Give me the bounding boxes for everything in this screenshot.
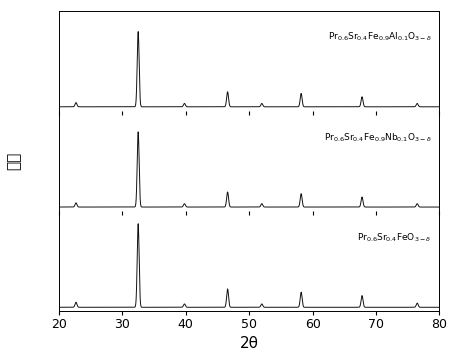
Text: Pr$_{0.6}$Sr$_{0.4}$Fe$_{0.9}$Nb$_{0.1}$O$_{3-\delta}$: Pr$_{0.6}$Sr$_{0.4}$Fe$_{0.9}$Nb$_{0.1}$…	[324, 131, 432, 144]
Text: 强度: 强度	[6, 152, 21, 170]
Text: Pr$_{0.6}$Sr$_{0.4}$FeO$_{3-\delta}$: Pr$_{0.6}$Sr$_{0.4}$FeO$_{3-\delta}$	[357, 231, 432, 244]
X-axis label: 2θ: 2θ	[240, 335, 259, 350]
Text: Pr$_{0.6}$Sr$_{0.4}$Fe$_{0.9}$Al$_{0.1}$O$_{3-\delta}$: Pr$_{0.6}$Sr$_{0.4}$Fe$_{0.9}$Al$_{0.1}$…	[328, 31, 432, 43]
